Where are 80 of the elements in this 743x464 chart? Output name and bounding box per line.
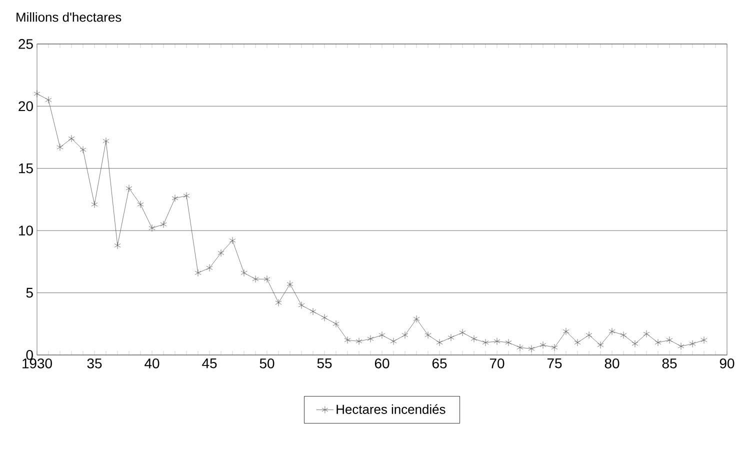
point	[80, 146, 86, 154]
x-tick-label: 45	[202, 358, 217, 368]
y-tick-label: 5	[26, 288, 33, 298]
x-tick-label: 35	[87, 358, 102, 368]
point	[332, 320, 340, 328]
point	[586, 331, 592, 339]
point	[264, 275, 270, 283]
y-axis-title: Millions d'hectares	[16, 12, 122, 22]
x-tick-label: 55	[317, 358, 332, 368]
point	[643, 330, 650, 338]
x-tick-label: 90	[720, 358, 734, 368]
point	[540, 341, 546, 349]
point	[424, 331, 432, 339]
point	[470, 335, 478, 343]
y-tick-label: 0	[26, 350, 33, 360]
point	[390, 338, 397, 345]
point	[68, 134, 75, 142]
point	[551, 344, 558, 352]
x-tick-label: 50	[260, 358, 274, 368]
point	[562, 328, 570, 336]
point	[528, 345, 535, 352]
point	[137, 200, 144, 208]
point	[34, 90, 40, 98]
x-tick-label: 60	[374, 358, 390, 368]
point	[56, 144, 64, 151]
point	[114, 242, 121, 250]
point	[183, 192, 190, 200]
y-tick-label: 25	[18, 39, 33, 49]
point	[700, 336, 708, 344]
x-tick-label: 65	[432, 358, 447, 368]
point	[448, 334, 454, 342]
point	[206, 264, 213, 272]
point	[286, 280, 294, 288]
x-tick-label: 70	[490, 358, 504, 368]
point	[436, 338, 443, 346]
point	[378, 331, 386, 339]
point	[298, 302, 305, 309]
point	[597, 341, 604, 349]
point	[356, 338, 362, 345]
point	[126, 184, 132, 192]
x-tick-label: 80	[604, 358, 620, 368]
point	[45, 96, 52, 104]
point	[482, 338, 489, 346]
y-tick-label: 10	[19, 226, 33, 236]
point	[620, 331, 627, 339]
point	[321, 314, 328, 322]
point	[654, 338, 662, 346]
y-tick-label: 15	[19, 164, 33, 174]
point	[689, 340, 696, 348]
x-tick-label: 75	[547, 358, 562, 368]
point	[666, 336, 673, 344]
point	[678, 342, 684, 350]
x-tick-label: 40	[144, 358, 160, 368]
point	[194, 269, 202, 277]
y-tick-label: 20	[18, 101, 33, 112]
point	[505, 338, 512, 346]
point	[172, 194, 178, 202]
point	[516, 344, 524, 352]
point	[310, 308, 316, 316]
legend-label: Hectares incendiés	[336, 404, 446, 414]
point	[367, 335, 374, 343]
point	[275, 299, 282, 306]
point	[574, 338, 581, 346]
point	[413, 315, 420, 323]
point	[218, 249, 224, 257]
point	[494, 338, 500, 345]
point	[160, 220, 167, 228]
point	[459, 328, 466, 336]
point	[91, 200, 98, 208]
point	[229, 236, 236, 244]
point	[102, 137, 110, 145]
point	[148, 224, 156, 232]
point	[240, 269, 248, 277]
point	[402, 331, 408, 339]
point	[632, 340, 638, 348]
x-tick-label: 85	[662, 358, 677, 368]
point	[252, 275, 259, 283]
point	[344, 336, 351, 344]
x-tick-label: 1930	[22, 358, 52, 368]
point	[608, 328, 616, 336]
